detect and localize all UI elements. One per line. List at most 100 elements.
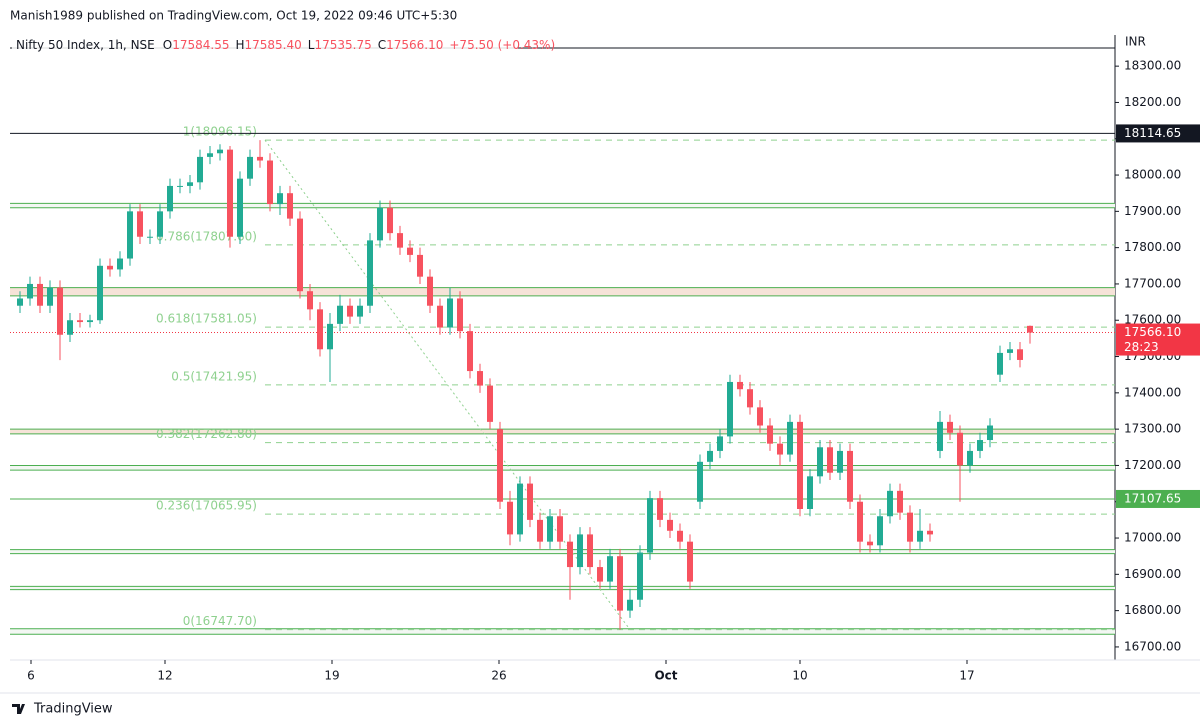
candle-body [947,421,953,433]
candle-body [307,291,313,310]
fib-trendline [264,139,631,630]
candle-body [127,211,133,259]
candle-body [197,156,203,183]
candle-body [17,298,23,306]
candle-body [667,519,673,531]
candle-body [287,193,293,219]
y-tick-label: 16800.00 [1124,603,1181,617]
candle-body [907,512,913,542]
candle-body [447,298,453,328]
candle-body [347,305,353,317]
candle-body [847,450,853,502]
candle-body [627,599,633,611]
candle-body [157,211,163,237]
candle-body [387,207,393,234]
candle-body [487,385,493,422]
zone [10,628,1115,635]
candle-body [517,483,523,535]
candle-body [807,476,813,509]
x-tick-label: 6 [27,669,35,683]
legend-symbol: Nifty 50 Index, 1h, NSE [16,38,155,52]
candle-body [997,352,1003,375]
candle-body [557,516,563,542]
candle-body [767,425,773,444]
candle-body [407,247,413,255]
candle-body [887,490,893,517]
candle-body [57,287,63,335]
zone [10,429,1115,434]
candle-body [27,283,33,299]
price-tag-label: 17107.65 [1124,491,1181,505]
candle-body [697,461,703,502]
candle-body [587,534,593,568]
candle-body [927,530,933,535]
x-tick-label: Oct [654,669,677,683]
candle-body [607,556,613,582]
candle-body [427,276,433,306]
candle-body [417,254,423,277]
y-tick-label: 18000.00 [1124,168,1181,182]
candle-body [657,498,663,520]
candle-body [137,211,143,237]
x-tick-label: 12 [157,669,172,683]
candle-body [877,516,883,546]
price-tag [1116,323,1200,356]
candle-body [207,153,213,157]
y-tick-label: 17800.00 [1124,240,1181,254]
y-tick-label: 17200.00 [1124,458,1181,472]
candle-body [757,407,763,426]
fib-label: 0.382(17262.80) [156,427,257,441]
y-tick-label: 18200.00 [1124,95,1181,109]
legend-key: L [308,38,315,52]
candle-body [297,218,303,292]
legend-change: +75.50 (+0.43%) [449,38,555,52]
brand-logo [12,704,25,714]
candle-body [727,381,733,437]
candle-body [867,541,873,546]
zone [10,549,1115,554]
candle-body [747,389,753,408]
candle-body [187,182,193,186]
x-tick-label: 17 [959,669,974,683]
x-tick-label: 26 [491,669,506,683]
candle-body [147,236,153,238]
zone [10,465,1115,471]
legend-value: 17585.40 [245,38,302,52]
candle-body [37,283,43,306]
candle-body [987,425,993,441]
legend-bg [12,36,517,54]
candle-body [937,421,943,451]
price-tag-countdown: 28:23 [1124,340,1159,354]
candle-body [597,567,603,582]
y-tick-label: 17000.00 [1124,531,1181,545]
candle-body [317,309,323,350]
candle-body [837,450,843,473]
zone [10,586,1115,590]
header: Manish1989 published on TradingView.com,… [10,9,457,23]
candle-body [497,429,503,502]
candle-body [637,552,643,600]
candle-body [97,265,103,321]
price-tag-label: 18114.65 [1124,126,1181,140]
legend-value: 17584.55 [172,38,229,52]
legend-key: H [235,38,244,52]
candle-body [897,490,903,513]
candle-body [177,185,183,187]
candle-body [247,156,253,179]
y-tick-label: 17700.00 [1124,276,1181,290]
candle-body [357,305,363,317]
candle-body [467,331,473,372]
y-tick-label: 16700.00 [1124,639,1181,653]
candle-body [507,501,513,535]
price-tag-label: 17566.10 [1124,325,1181,339]
candle-body [1027,325,1033,333]
candle-body [337,305,343,324]
candle-body [437,305,443,328]
legend: Nifty 50 Index, 1h, NSE O17584.55 H17585.4… [16,38,555,52]
candle-body [737,381,743,390]
legend-value: 17566.10 [386,38,443,52]
fib-label: 0.236(17065.95) [156,499,257,513]
x-tick-label: 19 [324,669,339,683]
candle-body [217,149,223,154]
